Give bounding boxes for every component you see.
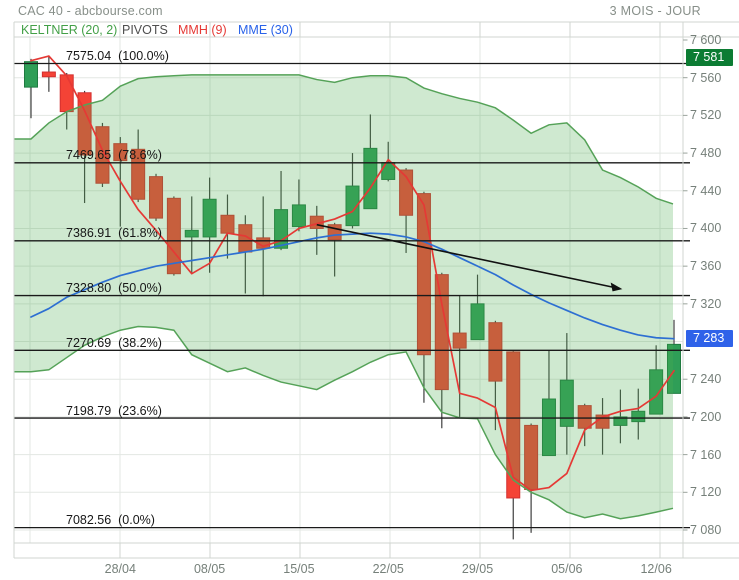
y-axis-label: 7 360: [690, 259, 722, 274]
y-axis-label: 7 560: [690, 70, 722, 85]
candle-body-down: [577, 405, 592, 429]
candle-body-up: [184, 229, 199, 238]
x-axis-label: 12/06: [640, 562, 672, 576]
candle-body-up: [345, 185, 360, 227]
legend-mmh[interactable]: MMH (9): [178, 23, 227, 37]
candle-body-down: [488, 322, 503, 382]
price-badge: 7 283: [686, 330, 733, 348]
candle-body-up: [291, 204, 306, 228]
y-axis-label: 7 520: [690, 108, 722, 123]
chart-title: CAC 40 - abcbourse.com: [18, 4, 163, 18]
y-axis-label: 7 080: [690, 523, 722, 537]
x-axis-label: 08/05: [193, 562, 226, 576]
candle-body-up: [24, 61, 38, 88]
legend-mme[interactable]: MME (30): [238, 23, 293, 37]
x-axis-label: 29/05: [461, 562, 494, 576]
trend-arrow-head: [610, 282, 623, 292]
mmh-line: [30, 55, 675, 492]
candle-body-down: [95, 126, 110, 184]
candle-body-down: [113, 143, 128, 162]
candle-body-up: [559, 379, 574, 427]
y-axis-label: 7 400: [690, 221, 722, 236]
mme-line: [30, 232, 675, 340]
candle-body-up: [631, 410, 646, 423]
fibonacci-label: 7082.56 (0.0%): [66, 513, 155, 528]
fibonacci-label: 7575.04 (100.0%): [66, 49, 169, 64]
candle-body-down: [59, 74, 74, 113]
candle-body-down: [41, 71, 56, 78]
candle-body-down: [452, 332, 467, 349]
y-axis-label: 7 440: [690, 183, 722, 198]
keltner-band-upper-edge: [14, 74, 674, 205]
fibonacci-label: 7270.69 (38.2%): [66, 335, 162, 350]
candle-body-down: [416, 193, 431, 356]
candle-body-up: [202, 198, 217, 238]
price-badge: 7 581: [686, 49, 733, 67]
fibonacci-label: 7198.79 (23.6%): [66, 403, 162, 418]
candle-body-up: [470, 303, 485, 341]
keltner-band-lower-edge: [14, 325, 674, 520]
fibonacci-label: 7469.65 (78.6%): [66, 148, 162, 163]
candle-body-up: [666, 343, 681, 394]
y-axis-label: 7 120: [690, 485, 722, 500]
candle-body-up: [649, 369, 664, 415]
period-timeframe-label: 3 MOIS - JOUR: [609, 4, 701, 18]
y-axis-label: 7 200: [690, 409, 722, 424]
x-axis-label: 22/05: [372, 562, 404, 576]
legend-pivots[interactable]: PIVOTS: [122, 23, 168, 37]
candle-body-down: [149, 176, 164, 219]
y-axis-label: 7 160: [690, 447, 722, 462]
y-axis-label: 7 480: [690, 146, 722, 161]
y-axis-label: 7 240: [690, 372, 722, 387]
fibonacci-label: 7386.91 (61.8%): [66, 226, 162, 241]
y-axis-label: 7 600: [690, 33, 722, 47]
keltner-band-fill: [14, 74, 673, 519]
fibonacci-label: 7328.80 (50.0%): [66, 281, 162, 296]
candle-body-up: [541, 398, 556, 457]
candle-body-down: [131, 148, 146, 200]
plot-area[interactable]: [14, 37, 683, 543]
candle-body-up: [613, 416, 628, 426]
x-axis-label: 05/06: [551, 562, 583, 576]
x-axis-label: 15/05: [283, 562, 315, 576]
x-axis-label: 28/04: [104, 562, 136, 576]
y-axis-label: 7 320: [690, 296, 722, 311]
legend-keltner[interactable]: KELTNER (20, 2): [21, 23, 118, 37]
trend-arrow-line: [316, 223, 621, 290]
